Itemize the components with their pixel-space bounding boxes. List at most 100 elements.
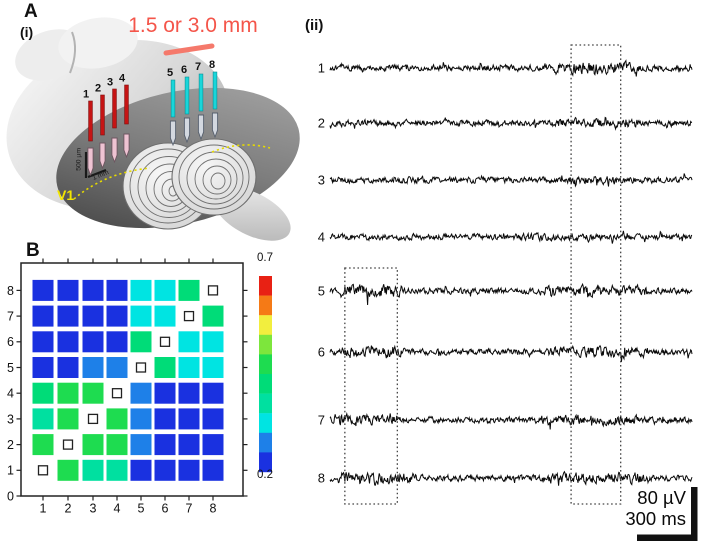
panel-i-label: (i) — [20, 24, 34, 40]
panel-ii-label: (ii) — [305, 17, 324, 34]
y-tick-label: 1 — [7, 464, 14, 478]
distance-annotation-bar — [163, 43, 215, 56]
heatmap-cell — [178, 408, 200, 430]
heatmap-cell — [57, 279, 79, 301]
heatmap-cell — [57, 408, 79, 430]
electrode-number: 1 — [83, 89, 89, 101]
heatmap-diagonal-cell — [62, 439, 74, 450]
electrode-pin-outline — [111, 137, 118, 164]
heatmap-cell — [82, 382, 104, 404]
electrode-number: 6 — [181, 64, 187, 76]
heatmap-cell — [106, 434, 128, 456]
electrode-pin-outline — [197, 114, 205, 141]
heatmap-cell — [106, 459, 128, 481]
y-tick-label: 4 — [7, 387, 14, 401]
trace-label: 6 — [318, 345, 325, 360]
v1-border-dashed-line — [73, 144, 271, 200]
colorbar-band — [259, 354, 272, 375]
heatmap-cell — [106, 408, 128, 430]
electrode-pin-outline — [123, 133, 130, 159]
electrode-pin-outline — [87, 147, 94, 177]
heatmap-cell — [178, 279, 200, 301]
heatmap-cell — [130, 408, 152, 430]
heatmap-cell — [82, 357, 104, 378]
heatmap-cell — [202, 305, 224, 327]
electrode-number: 2 — [95, 83, 101, 95]
heatmap-cell — [57, 459, 79, 481]
lfp-trace — [329, 344, 693, 363]
lfp-trace — [329, 282, 693, 306]
heatmap-cell — [202, 459, 224, 481]
colorbar-band — [259, 295, 272, 316]
heatmap-diagonal-cell — [87, 413, 99, 425]
electrode-red — [100, 94, 105, 136]
trace-label: 7 — [318, 413, 325, 428]
electrode-number: 7 — [195, 61, 201, 73]
heatmap-cell — [202, 357, 224, 378]
heatmap-cell — [202, 331, 224, 353]
lfp-trace — [329, 411, 693, 430]
electrode-distance-annotation: 1.5 or 3.0 mm — [128, 14, 258, 37]
electrode-pin-outline — [183, 117, 191, 144]
heatmap-diagonal-cell — [183, 310, 195, 322]
highlight-box — [344, 267, 398, 505]
heatmap-cell — [154, 305, 176, 327]
trace-label: 2 — [318, 116, 325, 131]
colorbar-band — [259, 276, 272, 296]
heatmap-cell — [82, 305, 104, 327]
colorbar-band — [259, 334, 272, 355]
lfp-trace — [329, 116, 693, 131]
heatmap-cell — [178, 434, 200, 456]
heatmap-cell — [82, 459, 104, 481]
heatmap-frame — [20, 262, 244, 497]
heatmap-cell — [82, 331, 104, 353]
electrode-red — [88, 100, 93, 142]
trace-label: 3 — [318, 173, 325, 188]
voltage-scale-bar — [691, 487, 698, 541]
x-tick-label: 8 — [210, 502, 217, 516]
trace-label: 4 — [318, 230, 325, 245]
heatmap-cell — [178, 357, 200, 378]
heatmap-cell — [178, 382, 200, 404]
cerebellum — [122, 138, 257, 230]
heatmap-cell — [32, 382, 54, 404]
x-tick-label: 5 — [138, 502, 145, 516]
heatmap-cell — [154, 459, 176, 481]
v1-label: V1 — [57, 187, 75, 203]
heatmap-cell — [57, 382, 79, 404]
heatmap-cell — [32, 331, 54, 353]
heatmap-cell — [32, 357, 54, 378]
x-tick-label: 7 — [186, 502, 193, 516]
heatmap-cell — [82, 279, 104, 301]
trace-label: 5 — [318, 284, 325, 299]
y-tick-label: 6 — [7, 335, 14, 349]
heatmap-cell — [154, 434, 176, 456]
heatmap-cell — [202, 434, 224, 456]
heatmap-cell — [106, 331, 128, 353]
depth-scale-bars — [84, 152, 107, 179]
electrode-number: 5 — [167, 67, 173, 79]
heatmap-cell — [178, 331, 200, 353]
time-scale-label: 300 ms — [625, 508, 686, 529]
colorbar-max-label: 0.7 — [257, 252, 273, 264]
lfp-trace — [329, 173, 693, 188]
heatmap-diagonal-cell — [111, 388, 123, 399]
y-tick-label: 3 — [7, 412, 14, 426]
heatmap-cell — [130, 459, 152, 481]
electrode-cyan — [212, 71, 218, 110]
heatmap-cell — [130, 331, 152, 353]
gyrus-bump — [58, 17, 138, 69]
heatmap-diagonal-cell — [135, 362, 147, 373]
electrode-red — [124, 84, 129, 125]
lfp-trace — [329, 470, 693, 486]
colorbar-band — [259, 374, 272, 394]
heatmap-cell — [130, 382, 152, 404]
heatmap-cell — [130, 279, 152, 301]
y-tick-label: 5 — [7, 361, 14, 375]
x-tick-label: 4 — [114, 502, 121, 516]
heatmap-cell — [32, 434, 54, 456]
heatmap-cell — [130, 434, 152, 456]
y-tick-label: 8 — [7, 284, 14, 298]
heatmap-diagonal-cell — [159, 336, 171, 347]
colorbar-min-label: 0.2 — [257, 469, 273, 481]
